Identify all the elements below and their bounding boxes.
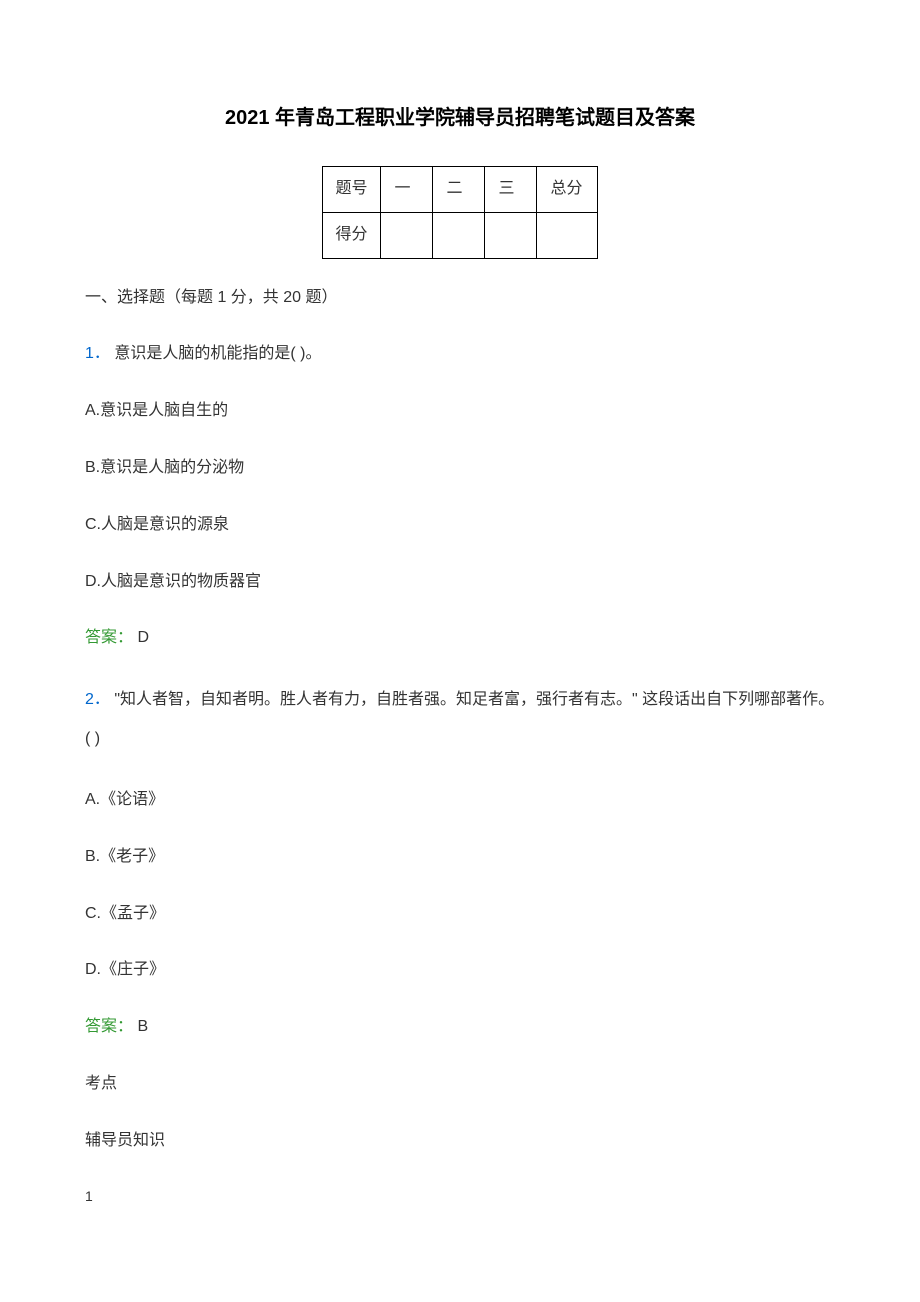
page-number: 1 [85,1184,835,1209]
option-b: B.意识是人脑的分泌物 [85,454,835,483]
question-1: 1． 意识是人脑的机能指的是( )。 [85,340,835,369]
answer-label: 答案： [85,629,133,646]
table-row: 题号 一 二 三 总分 [323,167,597,213]
answer-1: 答案： D [85,624,835,653]
table-cell: 得分 [323,212,380,258]
option-d: D.人脑是意识的物质器官 [85,568,835,597]
option-a: A.意识是人脑自生的 [85,397,835,426]
table-cell: 二 [432,167,484,213]
option-c: C.人脑是意识的源泉 [85,511,835,540]
question-2: 2． "知人者智，自知者明。胜人者有力，自胜者强。知足者富，强行者有志。" 这段… [85,681,835,758]
option-d: D.《庄子》 [85,956,835,985]
table-cell: 总分 [536,167,597,213]
option-c: C.《孟子》 [85,900,835,929]
table-cell [484,212,536,258]
answer-value: B [137,1018,148,1035]
table-row: 得分 [323,212,597,258]
table-cell [536,212,597,258]
answer-2: 答案： B [85,1013,835,1042]
score-table: 题号 一 二 三 总分 得分 [322,166,597,259]
question-number: 1． [85,345,110,362]
table-cell [380,212,432,258]
topic-value: 辅导员知识 [85,1127,835,1156]
option-b: B.《老子》 [85,843,835,872]
table-cell: 一 [380,167,432,213]
answer-value: D [137,629,149,646]
document-title: 2021 年青岛工程职业学院辅导员招聘笔试题目及答案 [85,100,835,136]
topic-label: 考点 [85,1070,835,1099]
question-number: 2． [85,691,110,708]
table-cell: 三 [484,167,536,213]
question-text: 意识是人脑的机能指的是( )。 [114,345,321,362]
table-cell [432,212,484,258]
table-cell: 题号 [323,167,380,213]
section-header: 一、选择题（每题 1 分，共 20 题） [85,284,835,313]
option-a: A.《论语》 [85,786,835,815]
answer-label: 答案： [85,1018,133,1035]
question-text: "知人者智，自知者明。胜人者有力，自胜者强。知足者富，强行者有志。" 这段话出自… [85,691,834,746]
